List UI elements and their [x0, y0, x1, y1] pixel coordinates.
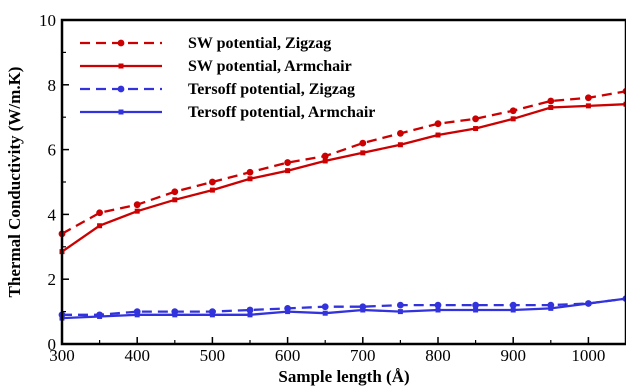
data-point [97, 313, 103, 319]
legend-item: SW potential, Zigzag [80, 35, 331, 52]
data-point [397, 130, 404, 137]
x-tick-label: 300 [49, 346, 75, 365]
data-point [585, 301, 591, 306]
legend: SW potential, Zigzag SW potential, Armcha… [80, 35, 375, 121]
data-point [434, 301, 442, 309]
x-tick-label: 700 [350, 346, 376, 365]
series-line [61, 103, 626, 253]
data-point [172, 197, 178, 203]
data-point [547, 97, 555, 105]
legend-label: SW potential, Zigzag [188, 35, 331, 52]
x-tick-label: 1000 [571, 346, 605, 365]
data-point [510, 307, 516, 313]
data-point [171, 188, 179, 196]
data-point [585, 103, 591, 109]
legend-item: Tersoff potential, Zigzag [80, 81, 355, 98]
data-point [548, 104, 554, 110]
data-point [285, 309, 291, 315]
data-point [473, 307, 479, 313]
plot-area [58, 87, 626, 321]
x-axis-title: Sample length (Å) [278, 367, 409, 386]
data-point [246, 168, 254, 176]
y-tick-label: 0 [48, 335, 57, 354]
data-point [134, 312, 140, 318]
series-4 [59, 296, 626, 321]
legend-label: Tersoff potential, Zigzag [188, 81, 355, 98]
data-point [209, 178, 216, 186]
data-point [133, 201, 141, 209]
data-point [472, 115, 479, 123]
x-tick-label: 400 [124, 346, 150, 365]
data-point [510, 116, 516, 122]
legend-label: Tersoff potential, Armchair [188, 104, 375, 121]
x-tick-label: 500 [200, 346, 226, 365]
data-point [134, 208, 140, 214]
y-tick-label: 4 [48, 205, 57, 224]
data-point [117, 39, 125, 47]
data-point [397, 309, 403, 315]
series-line [61, 297, 626, 320]
series-line [61, 90, 626, 235]
data-point [285, 168, 291, 174]
x-tick-label: 800 [425, 346, 451, 365]
legend-item: Tersoff potential, Armchair [80, 104, 375, 121]
data-point [322, 310, 328, 316]
data-point [117, 85, 125, 93]
series-1 [58, 87, 626, 238]
data-point [585, 94, 592, 102]
data-point [509, 301, 517, 309]
data-point [172, 312, 178, 318]
data-point [360, 307, 366, 313]
data-point [96, 209, 103, 217]
y-tick-label: 8 [48, 76, 57, 95]
data-point [321, 303, 329, 311]
data-point [322, 158, 328, 164]
data-point [97, 223, 103, 229]
data-point [397, 142, 403, 148]
data-point [247, 312, 253, 318]
data-point [284, 159, 291, 166]
data-point [359, 139, 367, 147]
data-point [435, 132, 441, 138]
legend-item: SW potential, Armchair [80, 58, 352, 75]
data-point [509, 107, 517, 115]
data-point [118, 63, 124, 69]
data-point [435, 307, 441, 313]
series-2 [59, 101, 626, 255]
data-point [209, 187, 215, 193]
data-point [548, 305, 554, 311]
data-point [246, 306, 254, 314]
data-point [434, 120, 442, 128]
data-point [247, 176, 253, 182]
series-line [62, 297, 626, 316]
y-tick-label: 10 [39, 11, 56, 30]
y-tick-label: 2 [48, 270, 57, 289]
axis-ticks: 300 400 500 600 700 800 900 1000 0 2 4 6 8 10 [39, 11, 605, 365]
data-point [360, 150, 366, 156]
x-tick-label: 600 [275, 346, 301, 365]
data-point [209, 312, 215, 318]
data-point [321, 152, 329, 160]
data-point [472, 301, 479, 309]
y-tick-label: 6 [48, 141, 57, 160]
data-point [473, 126, 479, 132]
x-tick-label: 900 [500, 346, 526, 365]
data-point [397, 301, 404, 309]
y-axis-title: Thermal Conductivity (W/m.K) [5, 67, 24, 298]
data-point [118, 109, 124, 115]
legend-label: SW potential, Armchair [188, 58, 352, 75]
